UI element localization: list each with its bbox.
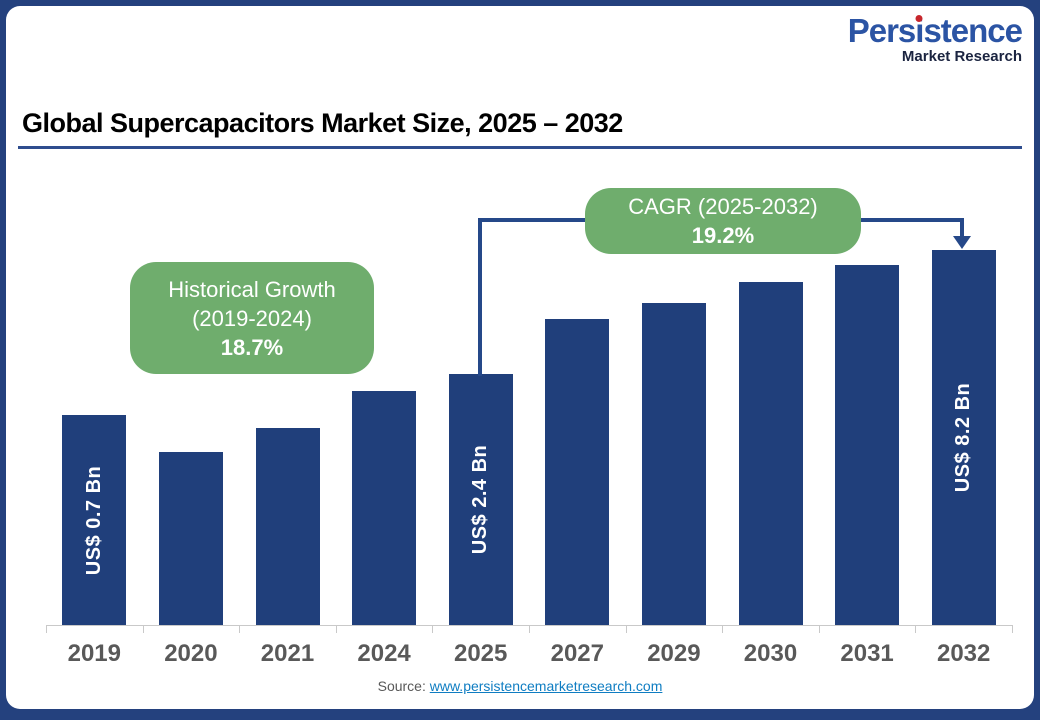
x-axis-label-2020: 2020 — [164, 640, 218, 667]
source-link[interactable]: www.persistencemarketresearch.com — [429, 678, 663, 694]
x-axis-tick — [625, 625, 627, 633]
bar-2031 — [835, 265, 900, 625]
x-axis-label-2031: 2031 — [840, 640, 894, 667]
x-axis-label-2030: 2030 — [743, 640, 798, 667]
chart-card: Persistence Market Research Global Super… — [6, 6, 1034, 709]
x-axis-label-2032: 2032 — [936, 640, 991, 667]
historical-growth-label: Historical Growth — [168, 276, 336, 302]
bar-value-label-2032: US$ 8.2 Bn — [952, 382, 975, 493]
bar-2032: US$ 8.2 Bn — [931, 250, 996, 625]
bar-2027 — [545, 319, 610, 625]
page-title: Global Supercapacitors Market Size, 2025… — [22, 108, 623, 138]
source-line: Source: www.persistencemarketresearch.co… — [6, 678, 1034, 694]
bar-2024 — [352, 391, 417, 625]
bar-value-label-2019: US$ 0.7 Bn — [82, 465, 105, 575]
bar-2019: US$ 0.7 Bn — [62, 415, 127, 625]
x-axis-tick — [722, 625, 724, 633]
bar-chart: US$ 0.7 Bn 2019 2020 2021 2024 US$ 2.4 Bn 2025… — [6, 6, 1034, 709]
bar-2021 — [255, 428, 320, 625]
bar-2029 — [641, 303, 706, 625]
x-axis-label-2027: 2027 — [550, 640, 604, 667]
cagr-connector-left-line — [478, 218, 482, 376]
x-axis-label-2019: 2019 — [67, 640, 121, 667]
cagr-value: 19.2% — [691, 223, 755, 248]
x-axis-tick — [529, 625, 530, 633]
bar-value-label-2025: US$ 2.4 Bn — [469, 444, 492, 555]
x-axis-tick — [142, 625, 144, 633]
historical-growth-value: 18.7% — [220, 334, 284, 360]
cagr-label: CAGR (2025-2032) — [628, 194, 818, 219]
x-axis-tick — [915, 625, 917, 633]
x-axis-tick — [818, 625, 820, 633]
logo-text-post: stence — [923, 12, 1023, 49]
source-label: Source: — [377, 678, 426, 694]
logo-subtitle: Market Research — [901, 48, 1022, 65]
x-axis-line — [46, 625, 1012, 626]
title-underline — [18, 146, 1022, 149]
cagr-callout: CAGR (2025-2032) 19.2% — [585, 188, 861, 254]
x-axis-tick — [239, 625, 241, 633]
x-axis-tick — [1012, 625, 1013, 633]
historical-growth-period: (2019-2024) — [192, 305, 312, 331]
cagr-connector-right-line — [960, 218, 964, 236]
bar-2020 — [158, 452, 223, 625]
bar-2025: US$ 2.4 Bn — [448, 374, 513, 625]
historical-growth-callout: Historical Growth (2019-2024) 18.7% — [130, 262, 374, 374]
logo-text-pre: Pers — [847, 12, 917, 49]
x-axis-tick — [335, 625, 337, 633]
x-axis-tick — [432, 625, 434, 633]
x-axis-label-2025: 2025 — [453, 640, 508, 667]
x-axis-tick — [46, 625, 47, 633]
logo-wordmark: Persistence — [847, 12, 1023, 49]
x-axis-label-2024: 2024 — [357, 640, 411, 667]
bar-2030 — [738, 282, 803, 625]
x-axis-label-2021: 2021 — [260, 640, 315, 667]
logo-i-red-dot: i — [915, 12, 924, 49]
persistence-market-research-logo: Persistence Market Research — [847, 12, 1023, 65]
x-axis-label-2029: 2029 — [647, 640, 701, 667]
cagr-arrow-down-icon — [953, 236, 971, 249]
